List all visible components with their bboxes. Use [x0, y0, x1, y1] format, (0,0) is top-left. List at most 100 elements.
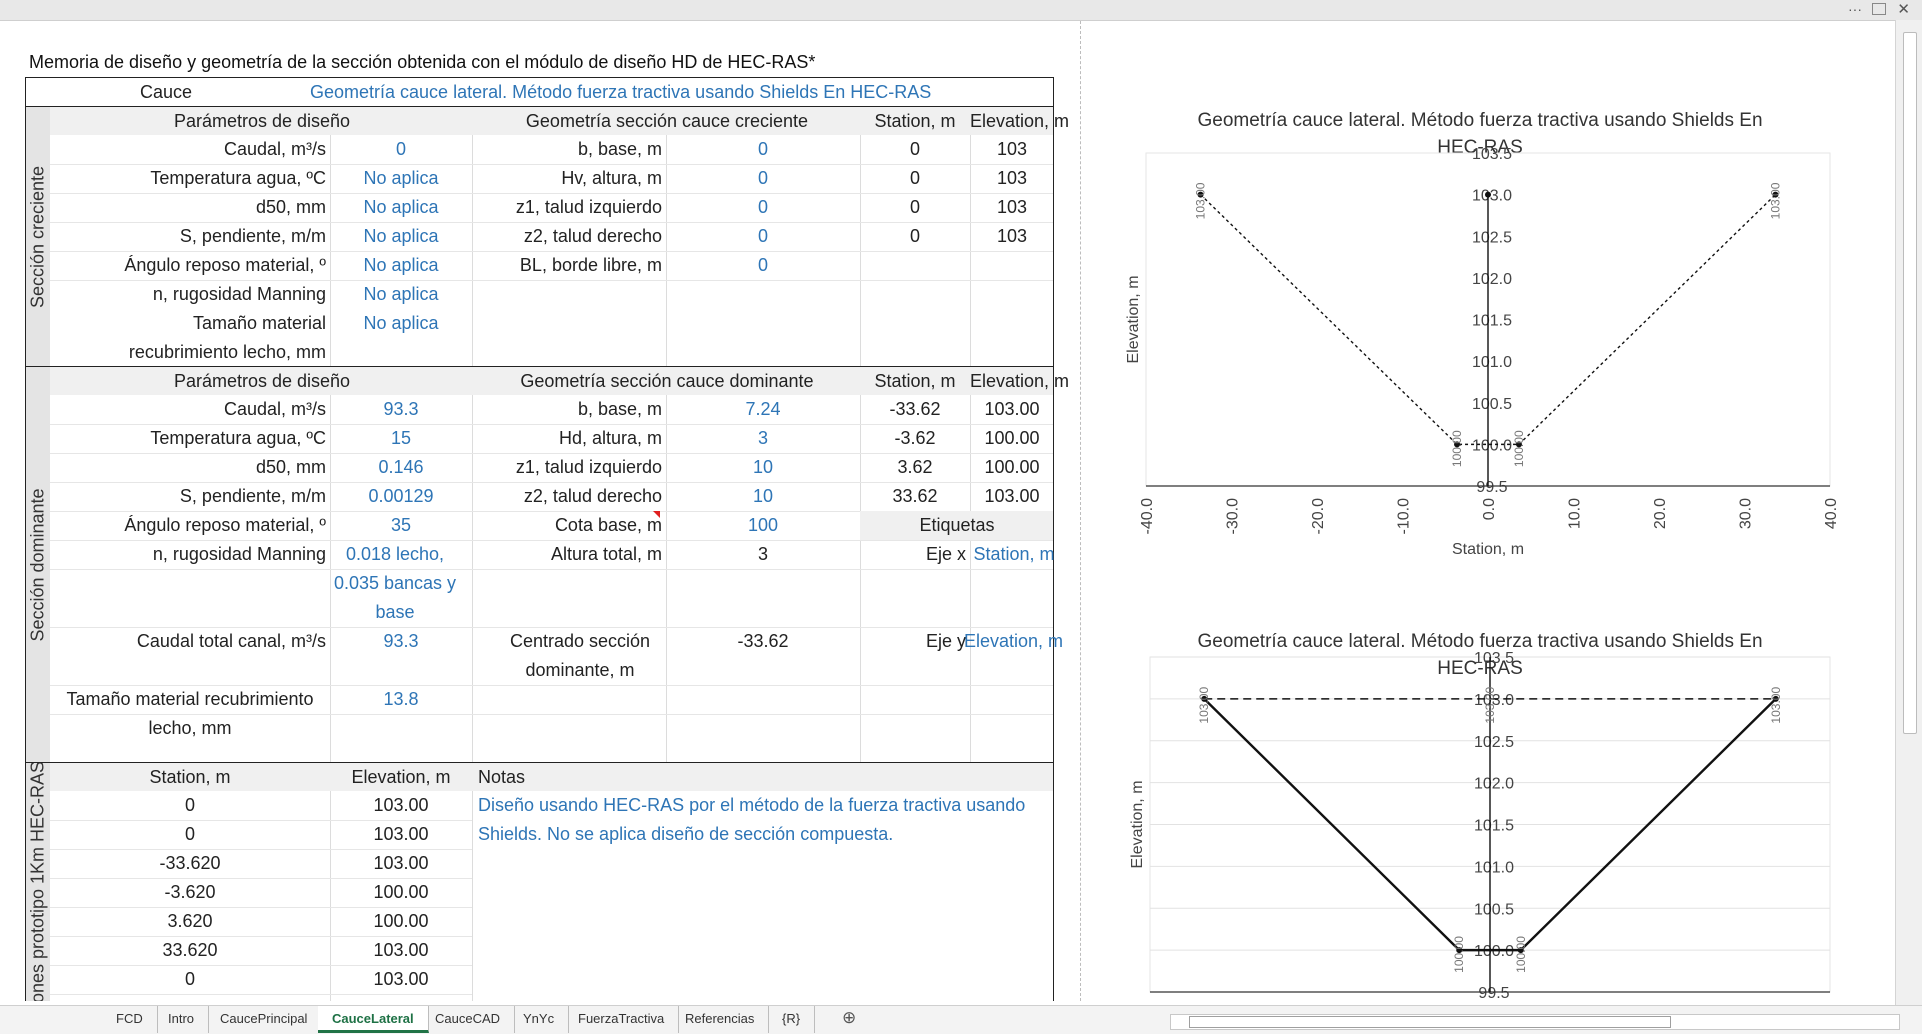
- header-elevation: Elevation, m: [970, 371, 1070, 391]
- x-tick-label: -30.0: [1225, 498, 1242, 535]
- eje-y-value[interactable]: Elevation, m: [964, 631, 1064, 651]
- param-value[interactable]: 0.00129: [368, 486, 434, 506]
- param-value[interactable]: No aplica: [363, 255, 439, 275]
- sheet-tab[interactable]: CauceCAD: [421, 1006, 516, 1033]
- geom-value[interactable]: 7.24: [745, 399, 781, 419]
- grid-line: [50, 685, 1053, 686]
- geom-value[interactable]: 10: [752, 457, 774, 477]
- param-value[interactable]: 0.018 lecho, 0.035 bancas y base: [333, 544, 457, 622]
- grid-line: [50, 714, 1053, 715]
- grid-line: [50, 222, 1053, 223]
- geom-value[interactable]: 100: [747, 515, 779, 535]
- geom-value: 3: [757, 544, 768, 564]
- vertical-tab-dominante: Sección dominante: [26, 367, 50, 762]
- close-icon[interactable]: ✕: [1897, 1, 1910, 18]
- param-label: Tamaño material recubrimiento lecho, mm: [66, 689, 314, 738]
- sheet-tab[interactable]: FuerzaTractiva: [564, 1006, 680, 1033]
- chart-station-elevation[interactable]: Geometría cauce lateral. Método fuerza t…: [1110, 83, 1850, 593]
- station-value: -3.62: [894, 428, 936, 448]
- data-point: [1456, 947, 1463, 954]
- sheet-tab[interactable]: FCD: [102, 1006, 158, 1033]
- vertical-scroll-thumb[interactable]: [1903, 32, 1917, 734]
- param-value[interactable]: 35: [390, 515, 412, 535]
- geom-label: Altura total, m: [550, 544, 662, 564]
- grid-line: [50, 193, 1053, 194]
- elevation-value: 103.00: [373, 940, 429, 960]
- y-tick-label: 101.5: [1474, 818, 1514, 835]
- sheet-tab[interactable]: {R}: [768, 1006, 816, 1033]
- geom-value[interactable]: 0: [757, 226, 768, 246]
- eje-x-label: Eje x: [925, 544, 966, 564]
- x-tick-label: -20.0: [1310, 498, 1327, 535]
- param-value[interactable]: 93.3: [383, 631, 419, 651]
- header-row: [50, 107, 1053, 135]
- param-value[interactable]: [330, 338, 472, 367]
- geom-value[interactable]: 0: [757, 255, 768, 275]
- geom-value: -33.62: [737, 631, 789, 651]
- etiquetas-header: Etiquetas: [919, 515, 995, 535]
- geom-value[interactable]: 0: [757, 139, 768, 159]
- grid-line: [970, 367, 971, 762]
- param-value[interactable]: No aplica: [363, 284, 439, 304]
- geom-value[interactable]: 3: [757, 428, 768, 448]
- geom-value[interactable]: 0: [757, 197, 768, 217]
- station-value: 3.620: [167, 911, 213, 931]
- notas-text[interactable]: Shields. No se aplica diseño de sección …: [478, 824, 894, 844]
- geom-label: Centrado sección dominante, m: [509, 631, 651, 680]
- y-tick-label: 100.5: [1474, 901, 1514, 918]
- sheet-tab[interactable]: CauceLateral: [318, 1006, 429, 1033]
- data-point: [1454, 441, 1461, 448]
- eje-x-value[interactable]: Station, m: [973, 544, 1055, 564]
- param-label: n, rugosidad Manning: [152, 284, 326, 304]
- station-value: -33.62: [889, 399, 941, 419]
- worksheet-area[interactable]: Memoria de diseño y geometría de la secc…: [0, 21, 1896, 1001]
- param-value[interactable]: 13.8: [383, 689, 419, 709]
- grid-line: [50, 164, 1053, 165]
- param-value[interactable]: 0.146: [378, 457, 424, 477]
- param-label: Tamaño material: [192, 313, 326, 333]
- sheet-tab[interactable]: Referencias: [671, 1006, 770, 1033]
- restore-window-icon[interactable]: [1872, 3, 1886, 15]
- param-value[interactable]: 0: [395, 139, 406, 159]
- notas-text[interactable]: Diseño usando HEC-RAS por el método de l…: [478, 795, 1026, 815]
- vertical-scrollbar[interactable]: [1895, 20, 1922, 1006]
- sheet-tab[interactable]: CaucePrincipal: [206, 1006, 323, 1033]
- y-tick-label: 102.0: [1472, 271, 1512, 288]
- grid-line: [50, 907, 472, 908]
- param-label: S, pendiente, m/m: [179, 486, 326, 506]
- param-value[interactable]: No aplica: [363, 313, 439, 333]
- horizontal-scrollbar[interactable]: [1170, 1014, 1900, 1030]
- x-tick-label: 40.0: [1823, 498, 1840, 529]
- y-tick-label: 103.5: [1472, 146, 1512, 163]
- header-row: [50, 367, 1053, 395]
- grid-line: [50, 511, 1053, 512]
- y-axis-label: Elevation, m: [1125, 275, 1142, 363]
- etiquetas-header-bg: [860, 511, 1053, 540]
- station-value: 0: [909, 226, 920, 246]
- sheet-tab[interactable]: YnYc: [509, 1006, 570, 1033]
- y-tick-label: 102.5: [1474, 734, 1514, 751]
- header-station: Station, m: [874, 371, 956, 391]
- sheet-tab[interactable]: Intro: [154, 1006, 210, 1033]
- more-options-icon[interactable]: ···: [1848, 1, 1862, 17]
- elevation-value: 100.00: [373, 911, 429, 931]
- geom-value[interactable]: 0: [757, 168, 768, 188]
- chart-cross-section[interactable]: Geometría cauce lateral. Método fuerza t…: [1110, 601, 1850, 1001]
- param-value[interactable]: 15: [390, 428, 412, 448]
- horizontal-scroll-thumb[interactable]: [1189, 1016, 1671, 1028]
- eje-y-label: Eje y: [925, 631, 966, 651]
- station-value: 0: [184, 969, 195, 989]
- station-value: 3.62: [897, 457, 933, 477]
- param-value[interactable]: 93.3: [383, 399, 419, 419]
- data-label: 100.00: [1452, 936, 1466, 973]
- add-sheet-button[interactable]: ⊕: [842, 1008, 857, 1027]
- geom-value[interactable]: 10: [752, 486, 774, 506]
- grid-line: [472, 107, 473, 366]
- param-value[interactable]: No aplica: [363, 197, 439, 217]
- cauce-value[interactable]: Geometría cauce lateral. Método fuerza t…: [310, 82, 932, 102]
- param-value[interactable]: No aplica: [363, 168, 439, 188]
- y-tick-label: 103.0: [1474, 692, 1514, 709]
- param-value[interactable]: No aplica: [363, 226, 439, 246]
- param-label: Caudal total canal, m³/s: [136, 631, 326, 651]
- comment-indicator[interactable]: [653, 511, 660, 518]
